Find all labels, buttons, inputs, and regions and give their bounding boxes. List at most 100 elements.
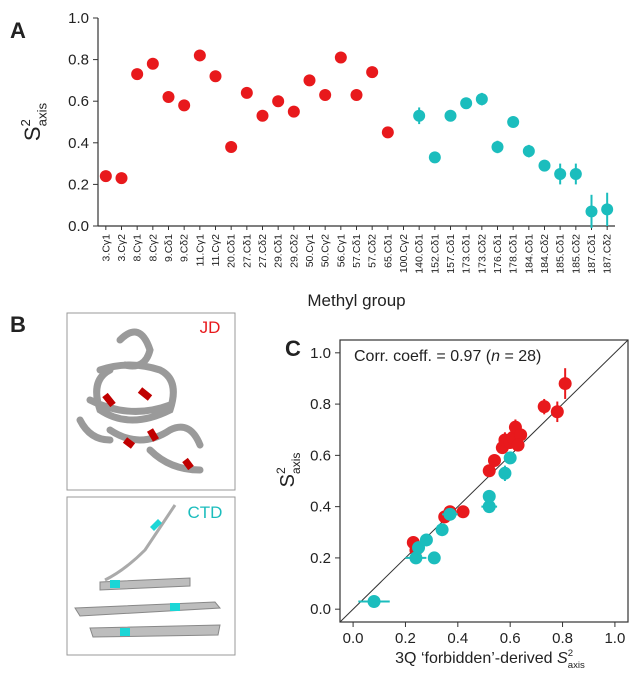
point xyxy=(146,57,159,70)
point xyxy=(419,533,433,547)
point xyxy=(601,203,614,216)
x-tick-label: 184.Cδ1 xyxy=(523,234,535,274)
point xyxy=(443,507,457,521)
ribbon-highlight xyxy=(102,387,194,471)
point xyxy=(287,105,300,118)
x-axis-title: Methyl group xyxy=(307,291,405,310)
point xyxy=(444,109,457,122)
x-tick-label: 178.Cδ1 xyxy=(508,234,520,274)
y-tick-label: 0.6 xyxy=(68,93,89,110)
point xyxy=(550,405,564,419)
point xyxy=(131,68,144,81)
x-tick-label: 0.8 xyxy=(552,630,573,647)
x-tick-label: 8.Cγ1 xyxy=(132,234,144,262)
point xyxy=(381,126,394,139)
point xyxy=(162,91,175,104)
y-tick-label: 0.6 xyxy=(310,447,331,464)
x-tick-label: 1.0 xyxy=(604,630,625,647)
axis-title-sub: axis xyxy=(35,102,50,126)
point xyxy=(272,95,285,108)
panel-letter: C xyxy=(285,336,301,361)
point xyxy=(585,205,598,218)
point xyxy=(409,551,423,565)
point xyxy=(303,74,316,87)
point xyxy=(491,140,504,153)
x-tick-label: 0.0 xyxy=(343,630,364,647)
x-tick-label: 8.Cγ2 xyxy=(147,234,159,262)
axis-title-sup: 2 xyxy=(568,648,573,659)
point xyxy=(256,109,269,122)
point xyxy=(569,168,582,180)
protein-label: JD xyxy=(200,318,221,337)
annotation: Corr. coeff. = 0.97 (n = 28) xyxy=(354,348,541,365)
x-tick-label: 27.Cδ2 xyxy=(257,234,269,268)
x-tick-label: 57.Cδ2 xyxy=(367,234,379,268)
axis-title-sub: axis xyxy=(289,453,303,474)
point xyxy=(511,438,525,452)
x-tick-label: 27.Cδ1 xyxy=(241,234,253,268)
axis-title-sup: 2 xyxy=(274,467,288,474)
axis-title: S2axis xyxy=(274,453,303,488)
x-tick-label: 185.Cδ1 xyxy=(555,234,567,274)
x-tick-label: 173.Cδ2 xyxy=(476,234,488,274)
annotation-n: n xyxy=(491,348,500,365)
point xyxy=(558,377,572,391)
x-tick-label: 11.Cγ1 xyxy=(194,234,206,267)
x-tick-label: 9.Cδ2 xyxy=(179,234,191,262)
point xyxy=(482,500,496,514)
identity-line xyxy=(339,339,629,623)
x-tick-label: 187.Cδ1 xyxy=(586,234,598,274)
y-tick-label: 0.4 xyxy=(68,135,89,152)
point xyxy=(482,489,496,503)
x-tick-label: 9.Cδ1 xyxy=(163,234,175,262)
point xyxy=(460,97,473,110)
point xyxy=(240,86,253,99)
axis-title-sup: 2 xyxy=(18,119,33,126)
point xyxy=(507,116,520,128)
point xyxy=(193,49,206,62)
x-tick-label: 50.Cγ2 xyxy=(320,234,332,267)
annotation-text: Corr. coeff. = 0.97 ( xyxy=(354,348,492,365)
x-tick-label: 65.Cδ1 xyxy=(382,234,394,268)
protein-label: CTD xyxy=(188,503,223,522)
axis-title-sub: axis xyxy=(568,660,585,671)
beta-sheet xyxy=(74,577,222,638)
panel-letter: A xyxy=(10,18,26,43)
axis-title-text: 3Q ‘forbidden’-derived xyxy=(395,650,557,667)
x-tick-label: 3.Cγ1 xyxy=(100,234,112,262)
x-tick-label: 140.Cδ1 xyxy=(414,234,426,274)
x-tick-label: 173.Cδ1 xyxy=(461,234,473,274)
panel-letter: B xyxy=(10,312,26,337)
axis-title-symbol: S xyxy=(277,474,299,487)
point xyxy=(428,151,441,164)
point xyxy=(427,551,441,565)
point xyxy=(554,168,567,180)
x-tick-label: 29.Cδ1 xyxy=(273,234,285,268)
point xyxy=(350,88,363,101)
point xyxy=(178,99,191,112)
point xyxy=(522,145,535,158)
point xyxy=(456,505,470,519)
ribbon xyxy=(104,504,177,582)
x-tick-label: 20.Cδ1 xyxy=(226,234,238,268)
x-tick-label: 3.Cγ2 xyxy=(116,234,128,262)
point xyxy=(482,464,496,478)
point xyxy=(99,170,112,183)
x-tick-label: 187.Cδ2 xyxy=(602,234,614,274)
y-tick-label: 0.8 xyxy=(310,396,331,413)
x-tick-label: 0.6 xyxy=(500,630,521,647)
point xyxy=(319,88,332,101)
ribbon xyxy=(76,328,204,474)
x-tick-label: 100.Cγ2 xyxy=(398,234,410,273)
point xyxy=(225,140,238,153)
x-tick-label: 11.Cγ2 xyxy=(210,234,222,267)
point xyxy=(413,109,426,122)
y-tick-label: 0.2 xyxy=(310,550,331,567)
x-tick-label: 0.2 xyxy=(395,630,416,647)
axis-title-symbol: S xyxy=(20,126,45,141)
annotation-text: = 28) xyxy=(500,348,541,365)
x-tick-label: 157.Cδ1 xyxy=(445,234,457,274)
x-tick-label: 152.Cδ1 xyxy=(429,234,441,274)
